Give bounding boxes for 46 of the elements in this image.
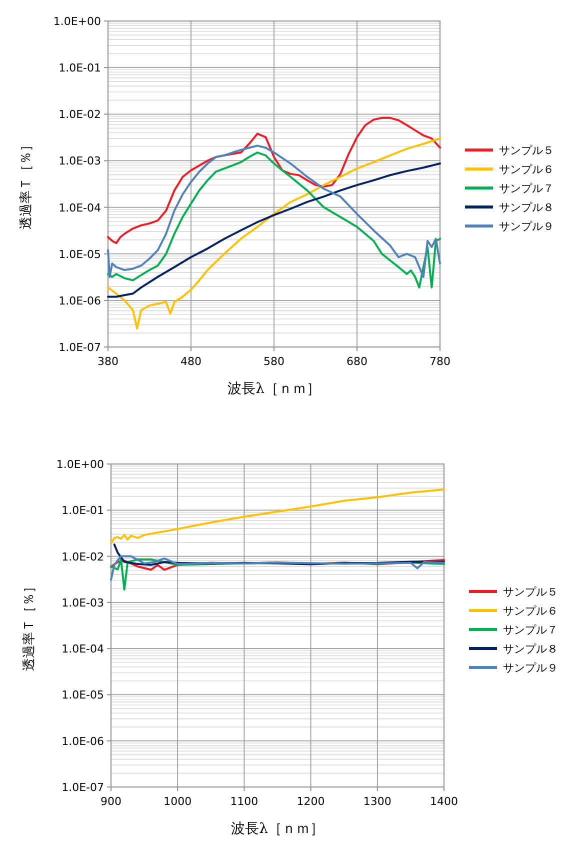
x-axis-title: 波長λ［ｎｍ］ [228,381,320,397]
y-tick-label: 1.0E-03 [58,154,101,168]
x-tick-label: 1300 [363,795,392,808]
x-tick-label: 900 [100,795,122,808]
y-tick-label: 1.0E-01 [62,504,104,518]
legend-label: サンプル９ [499,220,554,233]
x-tick-label: 680 [346,355,368,368]
x-tick-label: 380 [98,355,118,368]
y-tick-label: 1.0E-02 [62,550,104,564]
y-tick-label: 1.0E-04 [62,642,104,656]
y-tick-label: 1.0E+00 [56,458,104,471]
x-tick-label: 580 [264,355,284,368]
legend-label: サンプル８ [499,201,554,214]
legend-label: サンプル７ [499,182,554,195]
legend-label: サンプル７ [503,624,558,636]
line-series [110,488,445,544]
legend-label: サンプル６ [499,163,554,176]
y-tick-label: 1.0E-04 [58,201,101,214]
line-series [107,116,441,244]
y-tick-label: 1.0E-03 [62,596,104,610]
legend-label: サンプル８ [503,642,558,656]
x-tick-label: 1000 [164,795,192,808]
x-axis-title: 波長λ［ｎｍ］ [231,821,324,837]
x-tick-label: 1200 [296,795,325,808]
y-tick-label: 1.0E-06 [62,734,104,748]
y-tick-label: 1.0E-07 [62,781,104,794]
line-series [107,137,441,330]
x-tick-label: 480 [180,355,202,368]
line-series [110,555,445,581]
x-tick-label: 780 [430,355,450,368]
legend-label: サンプル５ [499,144,554,157]
legend-label: サンプル６ [503,604,558,618]
y-tick-label: 1.0E-02 [58,108,101,122]
line-series [113,544,445,566]
y-tick-label: 1.0E-07 [58,341,101,354]
x-tick-label: 1100 [230,795,258,808]
y-tick-label: 1.0E-06 [58,294,101,308]
y-tick-label: 1.0E-01 [58,62,101,75]
legend-label: サンプル９ [503,662,558,674]
y-tick-label: 1.0E+00 [53,15,101,28]
x-tick-label: 1400 [430,795,458,808]
legend-label: サンプル５ [503,586,558,598]
y-tick-label: 1.0E-05 [58,248,101,261]
y-tick-label: 1.0E-05 [62,688,104,702]
y-axis-title: 透過率Ｔ［％］ [18,138,34,230]
y-axis-title: 透過率Ｔ［％］ [21,580,37,671]
